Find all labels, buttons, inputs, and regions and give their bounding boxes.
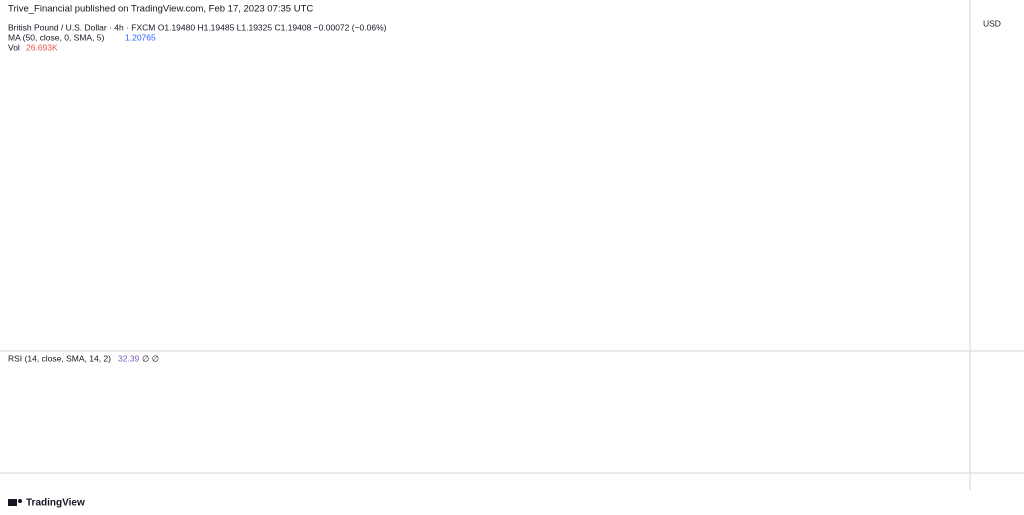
vol-legend: Vol [8, 42, 20, 52]
footer: TradingView [26, 498, 85, 509]
title: Trive_Financial published on TradingView… [8, 4, 313, 15]
legend: British Pound / U.S. Dollar · 4h · FXCM … [8, 22, 387, 32]
rsi-legend-value: 32.39 [118, 353, 140, 363]
ma-legend: MA (50, close, 0, SMA, 5) [8, 32, 105, 42]
vol-legend-value: 26.693K [26, 42, 58, 52]
ma-legend-value: 1.20765 [125, 32, 156, 42]
rsi-legend-extra: ∅ ∅ [142, 353, 159, 363]
rsi-legend: RSI (14, close, SMA, 14, 2) [8, 353, 111, 363]
footer-logo [8, 499, 22, 506]
currency: USD [983, 18, 1001, 28]
